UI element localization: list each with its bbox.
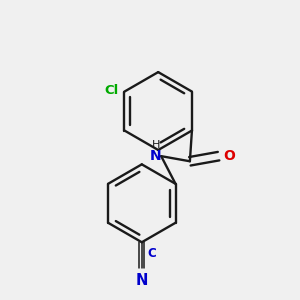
Text: C: C bbox=[147, 247, 156, 260]
Text: O: O bbox=[224, 149, 236, 163]
Text: N: N bbox=[136, 273, 148, 288]
Text: N: N bbox=[150, 149, 162, 163]
Text: Cl: Cl bbox=[104, 84, 118, 97]
Text: H: H bbox=[152, 140, 160, 150]
